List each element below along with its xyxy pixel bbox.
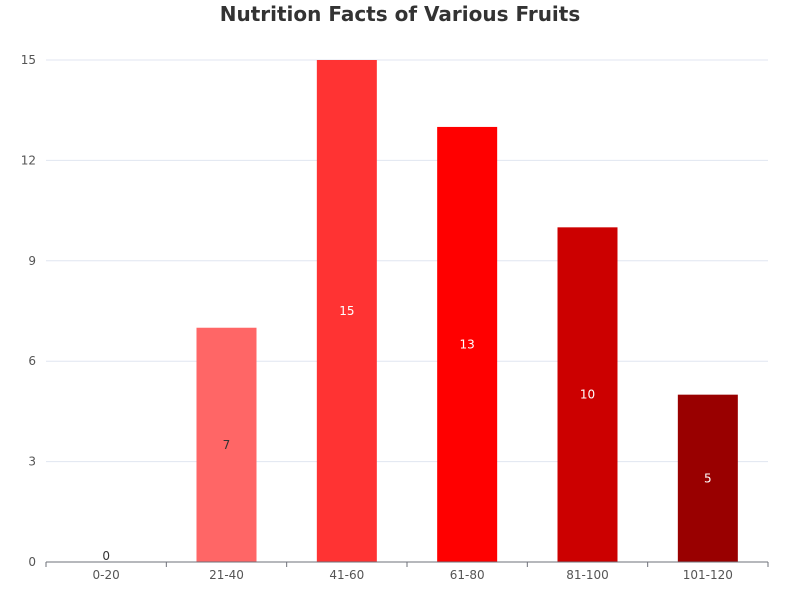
bar-21-40 bbox=[196, 327, 257, 562]
bar-41-60 bbox=[316, 60, 377, 562]
grid-lines bbox=[46, 59, 768, 463]
axes bbox=[45, 561, 769, 567]
x-tick-label: 61-80 bbox=[450, 568, 485, 582]
y-tick-label: 15 bbox=[21, 53, 36, 67]
chart-title: Nutrition Facts of Various Fruits bbox=[219, 2, 581, 26]
y-tick-label: 9 bbox=[28, 254, 36, 268]
bar-101-120 bbox=[677, 394, 738, 562]
y-tick-label: 0 bbox=[28, 555, 36, 569]
bars bbox=[196, 60, 738, 563]
bar-value-label: 5 bbox=[704, 471, 712, 485]
bar-value-label: 15 bbox=[339, 304, 354, 318]
y-tick-label: 3 bbox=[28, 455, 36, 469]
x-tick-label: 81-100 bbox=[566, 568, 609, 582]
y-tick-label: 6 bbox=[28, 354, 36, 368]
y-tick-label: 12 bbox=[21, 153, 36, 167]
x-tick-label: 0-20 bbox=[93, 568, 120, 582]
bar-value-label: 0 bbox=[102, 549, 110, 563]
bar-value-label: 13 bbox=[460, 337, 475, 351]
x-tick-label: 21-40 bbox=[209, 568, 244, 582]
bar-61-80 bbox=[437, 126, 498, 562]
x-tick-label: 101-120 bbox=[683, 568, 733, 582]
labels: 0 3 6 9 12 15 0 0-20 7 21-40 15 41-60 13 61-80 10 81-10… bbox=[21, 53, 733, 582]
bar-value-label: 10 bbox=[580, 388, 595, 402]
bar-value-label: 7 bbox=[223, 438, 231, 452]
x-tick-label: 41-60 bbox=[329, 568, 364, 582]
bar-81-100 bbox=[557, 227, 618, 563]
